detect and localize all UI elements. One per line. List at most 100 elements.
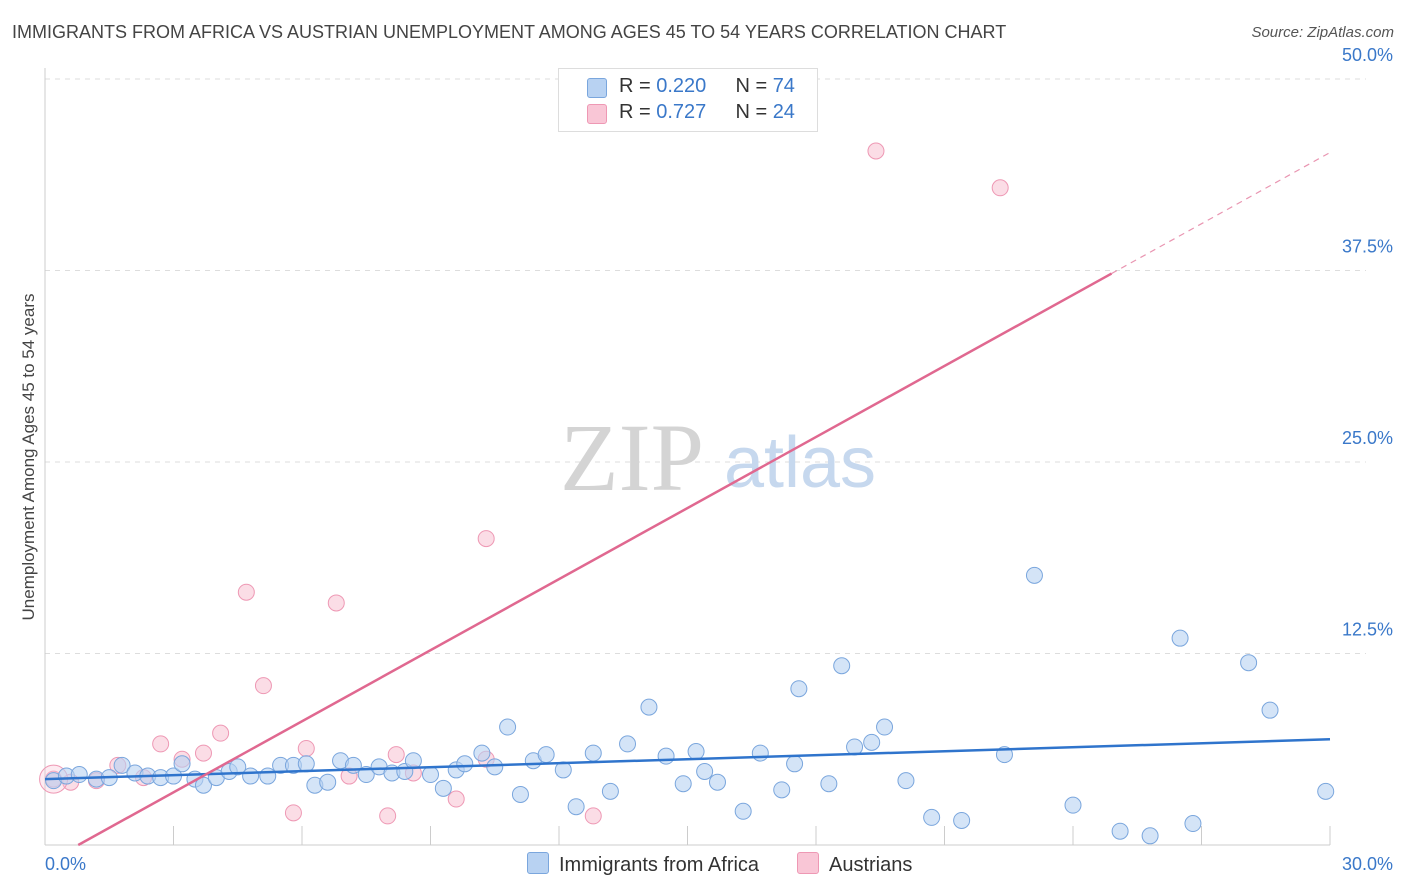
africa-point (70, 766, 88, 784)
africa-trend-line (44, 738, 1331, 781)
austrians-point (477, 530, 495, 548)
austrians-point (194, 744, 212, 762)
africa-point (499, 718, 517, 736)
africa-point (953, 811, 971, 829)
africa-point (640, 698, 658, 716)
x-tick-label: 0.0% (45, 854, 86, 874)
africa-point (242, 767, 260, 785)
africa-r-value: 0.220 (656, 75, 707, 97)
africa-point (876, 718, 894, 736)
austrians-point (254, 677, 272, 695)
austrians-point (379, 807, 397, 825)
austrians-point (447, 790, 465, 808)
africa-point (113, 756, 131, 774)
austrians-points (39, 142, 1009, 825)
africa-point (297, 755, 315, 773)
africa-r-label: R = (619, 75, 657, 97)
austrians-point (867, 142, 885, 160)
africa-point (422, 766, 439, 784)
africa-points (45, 566, 1335, 845)
africa-point (790, 680, 808, 698)
africa-n-value: 74 (772, 75, 795, 97)
africa-point (194, 776, 212, 794)
africa-point (820, 775, 838, 793)
africa-point (846, 738, 864, 756)
africa-point (657, 747, 675, 765)
africa-point (619, 735, 637, 753)
africa-point (1240, 654, 1258, 672)
austrians-point (237, 583, 255, 601)
africa-swatch (587, 78, 607, 98)
austrians-point (152, 735, 170, 753)
africa-point (319, 773, 337, 791)
africa-point (708, 773, 726, 791)
africa-point (687, 743, 705, 761)
africa-point (734, 802, 752, 820)
x-tick-label: 30.0% (1342, 854, 1393, 874)
africa-point (1141, 827, 1159, 845)
africa-point (1111, 822, 1129, 840)
africa-point (674, 775, 692, 793)
austrians-point (991, 179, 1009, 197)
africa-point (863, 733, 881, 751)
source-label: Source: ZipAtlas.com (1251, 24, 1394, 41)
y-tick-label: 25.0% (1342, 428, 1393, 448)
africa-point (601, 782, 619, 800)
watermark-atlas: atlas (724, 423, 876, 503)
africa-point (173, 755, 191, 773)
africa-point (773, 781, 791, 799)
africa-point (259, 767, 277, 785)
africa-point (696, 762, 714, 780)
africa-point (537, 746, 555, 764)
trend-lines (44, 152, 1331, 847)
y-axis-label: Unemployment Among Ages 45 to 54 years (19, 294, 38, 621)
austrians-point (584, 807, 602, 825)
austrians-point (387, 746, 405, 764)
austrians-trend-extension (1111, 152, 1331, 275)
africa-point (434, 779, 452, 797)
africa-point (1261, 701, 1279, 719)
austrians-swatch (587, 104, 607, 124)
legend-item-austrians[interactable]: Austrians (797, 852, 912, 877)
austrians-point (297, 739, 315, 757)
africa-point (229, 758, 247, 776)
y-tick-label: 37.5% (1342, 237, 1393, 257)
grid-lines (45, 78, 1366, 654)
watermark: ZIP atlas (560, 404, 876, 511)
chart-title: IMMIGRANTS FROM AFRICA VS AUSTRIAN UNEMP… (12, 22, 1007, 42)
africa-point (1171, 629, 1189, 647)
austrians-r-value: 0.727 (656, 101, 707, 123)
africa-n-label: N = (735, 75, 773, 97)
africa-point (456, 755, 474, 773)
austrians-trend-line (77, 272, 1113, 847)
africa-point (584, 744, 602, 762)
austrians-legend-label: Austrians (829, 854, 913, 876)
austrians-point (327, 594, 345, 612)
africa-point (897, 772, 915, 790)
africa-point (923, 808, 941, 826)
africa-point (486, 758, 504, 776)
legend-item-africa[interactable]: Immigrants from Africa (527, 852, 759, 877)
africa-point (786, 755, 804, 773)
austrians-n-label: N = (735, 101, 773, 123)
africa-point (751, 744, 769, 762)
africa-point (567, 798, 585, 816)
tick-labels: 12.5% 25.0% 37.5% 50.0% 0.0% 30.0% (45, 45, 1393, 874)
austrians-n-value: 24 (772, 101, 795, 123)
austrians-legend-swatch (797, 852, 819, 874)
africa-point (1025, 566, 1043, 584)
axes (44, 68, 1331, 846)
stats-legend: R = 0.220 N = 74 R = 0.727 N = 24 (558, 68, 818, 132)
austrians-point (212, 724, 230, 742)
y-tick-label: 12.5% (1342, 620, 1393, 640)
watermark-zip: ZIP (560, 404, 704, 511)
africa-point (511, 785, 529, 803)
austrians-r-label: R = (619, 101, 657, 123)
africa-point (833, 657, 851, 675)
africa-legend-label: Immigrants from Africa (559, 854, 760, 876)
austrians-point (284, 804, 302, 822)
africa-point (1184, 815, 1202, 833)
africa-point (473, 744, 491, 762)
africa-legend-swatch (527, 852, 549, 874)
